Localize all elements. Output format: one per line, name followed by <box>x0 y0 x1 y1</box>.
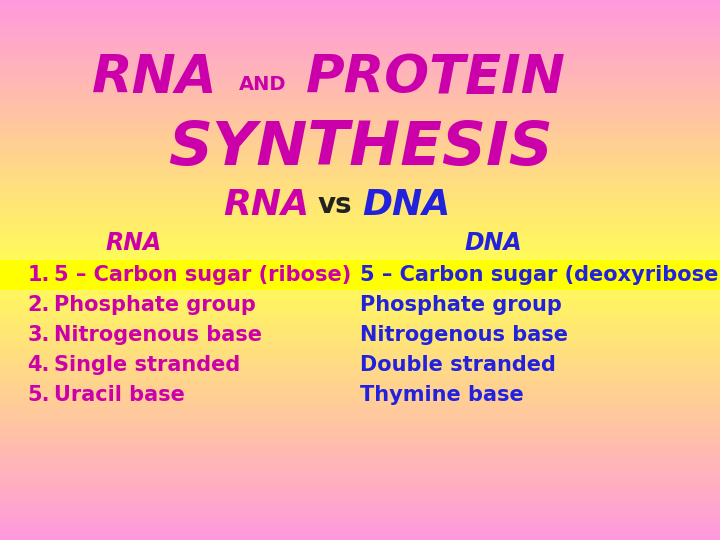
Text: Nitrogenous base: Nitrogenous base <box>360 325 568 345</box>
Text: PROTEIN: PROTEIN <box>306 52 565 104</box>
Text: 2.: 2. <box>27 295 50 315</box>
Text: 5 – Carbon sugar (deoxyribose): 5 – Carbon sugar (deoxyribose) <box>360 265 720 285</box>
Text: RNA: RNA <box>223 188 310 222</box>
Text: Thymine base: Thymine base <box>360 385 523 405</box>
Text: AND: AND <box>239 76 287 94</box>
Text: RNA: RNA <box>105 231 161 255</box>
Text: Nitrogenous base: Nitrogenous base <box>54 325 262 345</box>
Text: DNA: DNA <box>464 231 522 255</box>
Text: RNA: RNA <box>92 52 217 104</box>
Text: vs: vs <box>318 191 352 219</box>
Text: 5.: 5. <box>27 385 50 405</box>
Bar <box>0 260 720 290</box>
Text: 1.: 1. <box>27 265 50 285</box>
Text: DNA: DNA <box>363 188 451 222</box>
Text: 3.: 3. <box>27 325 50 345</box>
Text: Double stranded: Double stranded <box>360 355 556 375</box>
Text: 5 – Carbon sugar (ribose): 5 – Carbon sugar (ribose) <box>54 265 351 285</box>
Text: SYNTHESIS: SYNTHESIS <box>168 118 552 178</box>
Text: Phosphate group: Phosphate group <box>54 295 256 315</box>
Text: Single stranded: Single stranded <box>54 355 240 375</box>
Text: 4.: 4. <box>27 355 50 375</box>
Text: Phosphate group: Phosphate group <box>360 295 562 315</box>
Text: Uracil base: Uracil base <box>54 385 185 405</box>
